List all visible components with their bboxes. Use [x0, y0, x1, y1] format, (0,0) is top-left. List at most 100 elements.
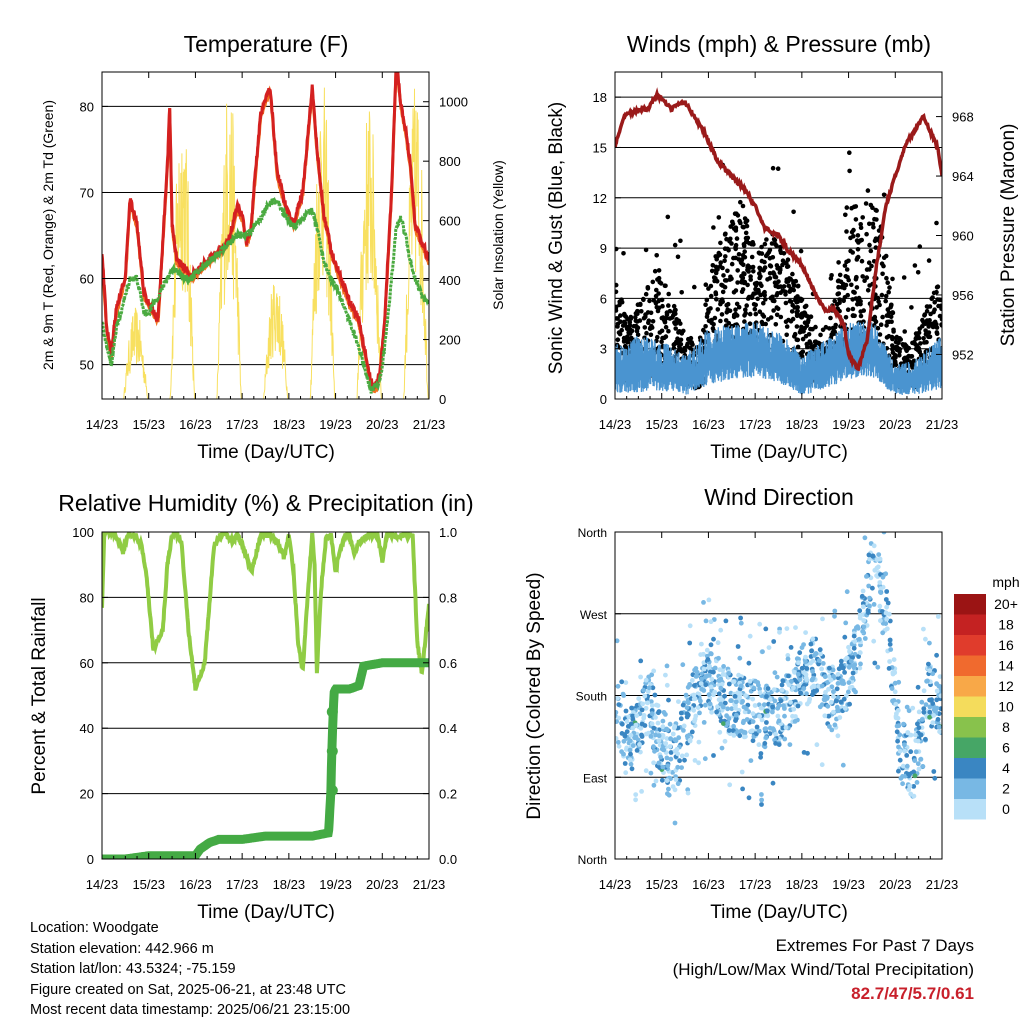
direction-point — [847, 649, 852, 654]
direction-x-label: Time (Day/UTC) — [710, 902, 848, 923]
direction-point — [789, 678, 794, 684]
direction-point — [920, 764, 926, 769]
direction-point — [726, 728, 732, 733]
gust-point — [767, 263, 773, 268]
gust-point — [849, 229, 855, 235]
gust-point — [872, 317, 878, 323]
gust-point — [798, 327, 804, 333]
x-tick-label: 14/23 — [599, 417, 632, 432]
gust-point — [703, 302, 708, 308]
direction-point — [722, 693, 727, 699]
gust-point — [678, 321, 683, 326]
gust-point — [925, 304, 931, 310]
gust-point — [681, 328, 686, 334]
direction-point — [906, 708, 912, 714]
rh-series — [102, 532, 429, 691]
gust-point — [801, 312, 806, 317]
direction-point — [898, 775, 904, 781]
direction-point — [675, 781, 681, 787]
direction-point — [736, 672, 741, 678]
gust-point — [887, 285, 892, 290]
gust-point — [767, 247, 773, 253]
direction-point — [759, 792, 764, 797]
x-tick-label: 21/23 — [926, 877, 959, 892]
gust-point — [673, 326, 678, 331]
direction-point — [927, 709, 933, 715]
x-tick-label: 18/23 — [786, 417, 819, 432]
gust-point — [751, 291, 756, 297]
direction-point — [639, 789, 644, 794]
temp-9m-line — [102, 72, 429, 394]
gust-point — [810, 344, 816, 350]
direction-point — [880, 574, 886, 580]
direction-point — [696, 760, 701, 766]
gust-point — [736, 304, 742, 310]
direction-point — [892, 689, 898, 695]
direction-point — [625, 724, 631, 729]
direction-point — [621, 738, 627, 744]
pressure-y2-label: Station Pressure (Maroon) — [998, 124, 1019, 347]
direction-point — [627, 747, 633, 753]
gust-point — [711, 225, 716, 230]
direction-point — [832, 722, 838, 728]
gust-point — [718, 318, 723, 324]
direction-point — [672, 820, 678, 826]
direction-point — [871, 543, 877, 549]
gust-point — [926, 334, 931, 340]
direction-point — [938, 706, 942, 711]
direction-point — [822, 697, 828, 703]
gust-point — [878, 322, 884, 328]
gust-point — [751, 302, 757, 307]
gust-point — [633, 315, 638, 320]
direction-point — [804, 691, 809, 697]
direction-point — [793, 625, 798, 630]
gust-point — [770, 254, 776, 260]
direction-point — [643, 705, 649, 711]
direction-point — [750, 738, 756, 744]
x-tick-label: 14/23 — [86, 417, 119, 432]
gust-point — [654, 253, 659, 258]
gust-point — [675, 336, 680, 342]
direction-point — [923, 736, 928, 742]
gust-point — [646, 320, 651, 326]
direction-point — [758, 751, 764, 756]
gust-point — [844, 267, 850, 272]
winds-y-axis: 0 3 6 9 12 15 18 — [593, 90, 621, 407]
direction-point — [704, 647, 710, 653]
direction-point — [839, 662, 844, 668]
gust-point — [807, 339, 812, 344]
direction-point — [794, 656, 800, 662]
gust-point — [890, 276, 895, 282]
direction-point — [679, 753, 685, 759]
direction-point — [615, 710, 619, 715]
gust-point — [706, 286, 711, 291]
gust-point — [937, 313, 942, 319]
direction-point — [937, 684, 942, 690]
direction-point — [663, 741, 669, 746]
direction-point — [791, 685, 796, 691]
gust-point — [853, 296, 859, 301]
direction-point — [913, 749, 919, 755]
direction-point — [884, 589, 890, 594]
direction-point — [685, 790, 691, 796]
gust-point — [723, 323, 729, 329]
elevation-text: Station elevation: 442.966 m — [30, 940, 214, 957]
direction-point — [776, 742, 782, 747]
direction-point — [757, 621, 763, 627]
gust-point — [786, 317, 791, 323]
gust-point — [710, 263, 716, 268]
direction-point — [645, 700, 651, 706]
direction-point — [884, 626, 890, 632]
direction-point — [756, 742, 762, 748]
gust-point — [774, 312, 780, 318]
direction-point — [615, 638, 620, 644]
direction-point — [692, 683, 697, 688]
gust-point — [820, 327, 826, 333]
gust-point — [687, 337, 693, 343]
y-tick-label: 200 — [439, 333, 461, 348]
gust-point — [877, 332, 883, 337]
gust-point — [795, 283, 801, 289]
gust-point — [692, 284, 697, 290]
gust-point — [832, 298, 837, 304]
direction-point — [702, 702, 708, 708]
